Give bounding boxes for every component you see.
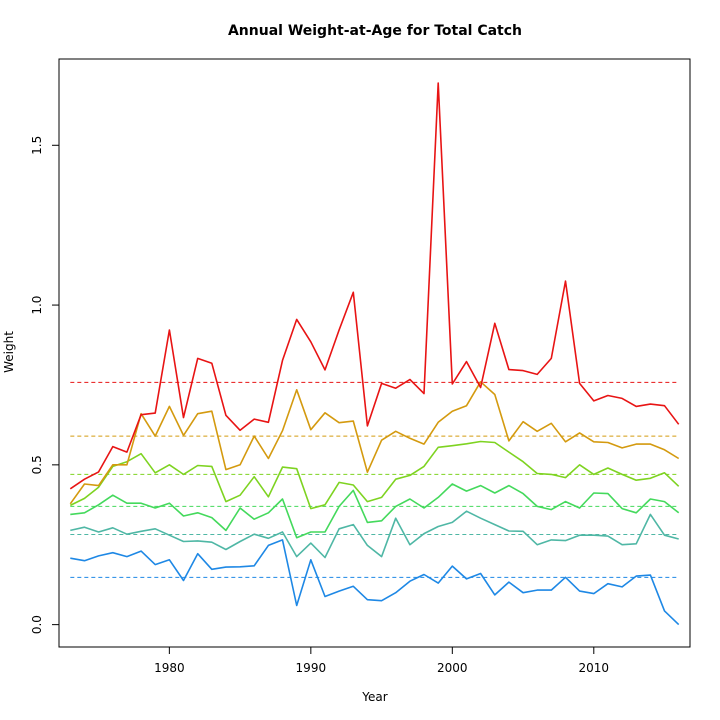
series-line-0 — [70, 539, 680, 626]
x-tick-label-1: 1990 — [296, 661, 327, 675]
series-layer — [69, 82, 680, 626]
series-line-1 — [70, 510, 679, 559]
y-tick-label-1: 0.5 — [30, 455, 44, 474]
chart-title: Annual Weight-at-Age for Total Catch — [228, 23, 522, 39]
series-line-2 — [70, 483, 680, 539]
y-tick-label-2: 1.0 — [30, 296, 44, 315]
x-tick-label-3: 2010 — [579, 661, 610, 675]
series-line-4 — [69, 380, 680, 505]
y-axis-label: Weight — [2, 331, 16, 373]
y-tick-label-3: 1.5 — [30, 136, 44, 155]
x-axis-label: Year — [361, 690, 387, 704]
plot-frame — [58, 58, 691, 648]
series-line-3 — [69, 440, 680, 510]
axes-layer: 1980 1990 2000 2010 0.0 0.5 1.0 1.5 — [30, 136, 609, 675]
y-tick-label-0: 0.0 — [30, 615, 44, 634]
series-line-5 — [69, 82, 680, 490]
x-tick-label-2: 2000 — [437, 661, 468, 675]
x-tick-label-0: 1980 — [154, 661, 185, 675]
